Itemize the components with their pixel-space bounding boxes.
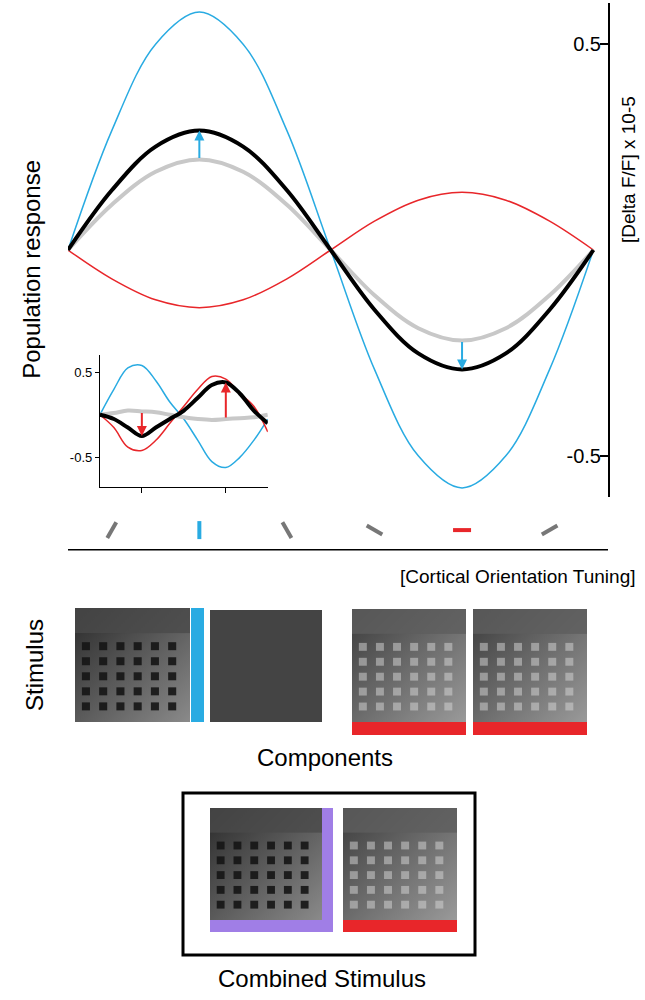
svg-text:[Delta F/F] x 10-5: [Delta F/F] x 10-5 bbox=[618, 96, 639, 243]
svg-text:-0.5: -0.5 bbox=[70, 450, 92, 465]
svg-text:Stimulus: Stimulus bbox=[21, 619, 48, 711]
svg-text:0.5: 0.5 bbox=[74, 365, 92, 380]
svg-text:Components: Components bbox=[257, 744, 393, 771]
svg-text:0.5: 0.5 bbox=[573, 33, 601, 55]
svg-text:[Cortical Orientation Tuning]: [Cortical Orientation Tuning] bbox=[400, 566, 636, 587]
svg-text:-0.5: -0.5 bbox=[567, 445, 601, 467]
svg-text:Combined Stimulus: Combined Stimulus bbox=[218, 965, 426, 992]
svg-text:Population response: Population response bbox=[18, 160, 45, 379]
